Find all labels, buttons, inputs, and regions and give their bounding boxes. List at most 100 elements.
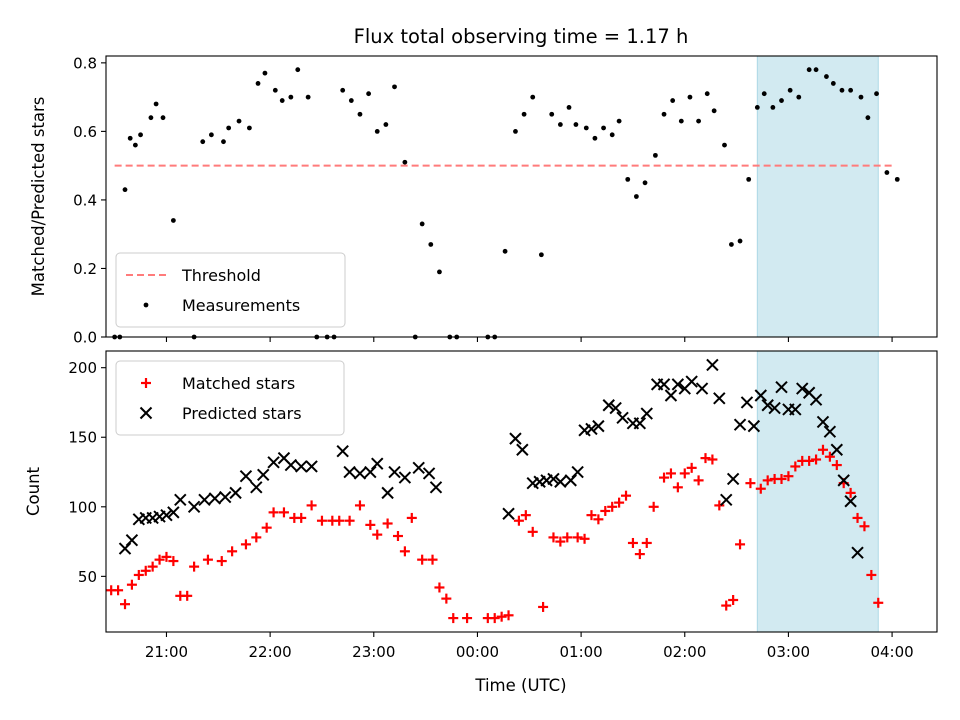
data-point xyxy=(664,389,678,402)
data-point xyxy=(221,139,226,145)
data-point xyxy=(671,378,685,391)
data-point xyxy=(125,533,139,547)
data-point xyxy=(364,465,377,479)
data-point xyxy=(640,407,653,420)
data-point xyxy=(865,115,871,121)
data-point xyxy=(830,81,836,86)
data-point xyxy=(399,546,410,557)
data-point xyxy=(133,569,144,580)
y-axis-label: Count xyxy=(24,466,43,516)
data-point xyxy=(700,453,711,464)
axes-frame xyxy=(105,55,938,338)
data-point xyxy=(733,418,747,431)
data-point xyxy=(448,613,459,624)
data-point xyxy=(296,512,307,523)
data-point xyxy=(388,465,401,479)
data-point xyxy=(122,187,128,193)
data-point xyxy=(806,67,812,73)
y-tick-label: 0.6 xyxy=(73,123,97,141)
data-point xyxy=(726,472,740,486)
data-point xyxy=(874,91,879,97)
data-point xyxy=(160,508,173,522)
y-tick-label: 0.2 xyxy=(73,260,97,278)
data-point xyxy=(735,539,746,550)
data-point xyxy=(305,460,318,473)
data-point xyxy=(246,125,252,131)
data-point xyxy=(796,94,802,100)
data-point xyxy=(548,532,559,543)
data-point xyxy=(383,122,389,127)
data-point xyxy=(616,411,629,424)
data-point xyxy=(279,98,285,103)
data-point xyxy=(607,501,618,512)
data-point xyxy=(746,176,752,182)
data-point xyxy=(686,462,697,473)
data-point xyxy=(441,593,452,604)
data-point xyxy=(627,537,638,548)
data-point xyxy=(229,486,242,500)
data-point xyxy=(634,549,645,560)
data-point xyxy=(837,474,850,487)
data-point xyxy=(189,561,200,572)
series-group xyxy=(112,67,900,340)
data-point xyxy=(657,378,671,391)
data-point xyxy=(513,515,524,526)
x-tick-label: 00:00 xyxy=(456,643,499,661)
data-point xyxy=(278,507,289,518)
data-point xyxy=(496,611,507,622)
data-point xyxy=(817,444,828,455)
data-point xyxy=(824,451,835,462)
data-point xyxy=(745,478,756,489)
data-point xyxy=(374,128,380,134)
data-point xyxy=(621,490,632,501)
data-point xyxy=(549,111,555,117)
data-point xyxy=(809,393,823,406)
data-point xyxy=(625,176,631,182)
series-dot xyxy=(112,67,900,340)
data-point xyxy=(633,417,647,430)
data-point xyxy=(161,551,172,562)
data-point xyxy=(340,87,346,93)
data-point xyxy=(614,497,625,508)
data-point xyxy=(202,554,213,565)
data-point xyxy=(113,585,124,596)
data-point xyxy=(679,468,690,479)
data-point xyxy=(153,101,159,107)
legend: Matched stars Predicted stars xyxy=(115,360,345,436)
data-point xyxy=(670,98,676,103)
legend-label: Threshold xyxy=(181,266,261,285)
data-point xyxy=(200,139,206,145)
data-point xyxy=(148,115,154,121)
data-point xyxy=(824,74,829,79)
data-point xyxy=(728,595,739,606)
data-point xyxy=(353,467,367,480)
data-point xyxy=(502,507,515,520)
data-point xyxy=(722,142,727,148)
data-point xyxy=(240,539,251,550)
data-point xyxy=(219,490,232,504)
x-tick-label: 03:00 xyxy=(767,643,810,661)
ratio-panel: 0.0 0.2 0.4 0.6 0.8 Matched/Predicted stars Th… xyxy=(29,54,938,347)
data-point xyxy=(127,135,133,141)
data-point xyxy=(562,532,573,543)
data-point xyxy=(789,403,802,416)
legend: Threshold Measurements xyxy=(115,252,346,328)
data-point xyxy=(585,422,598,436)
data-point xyxy=(261,522,272,533)
data-point xyxy=(132,142,138,148)
data-point xyxy=(761,399,774,412)
data-point xyxy=(520,510,531,521)
x-tick-label: 02:00 xyxy=(663,643,706,661)
data-point xyxy=(583,125,589,131)
data-point xyxy=(787,87,793,93)
data-point xyxy=(687,94,693,100)
data-point xyxy=(609,401,622,415)
data-point xyxy=(381,486,394,500)
data-point xyxy=(236,118,242,124)
data-point xyxy=(503,610,514,621)
data-point xyxy=(139,406,153,420)
data-point xyxy=(813,67,819,73)
y-tick-label: 50 xyxy=(78,568,97,586)
data-point xyxy=(547,472,560,486)
data-point xyxy=(428,242,434,247)
